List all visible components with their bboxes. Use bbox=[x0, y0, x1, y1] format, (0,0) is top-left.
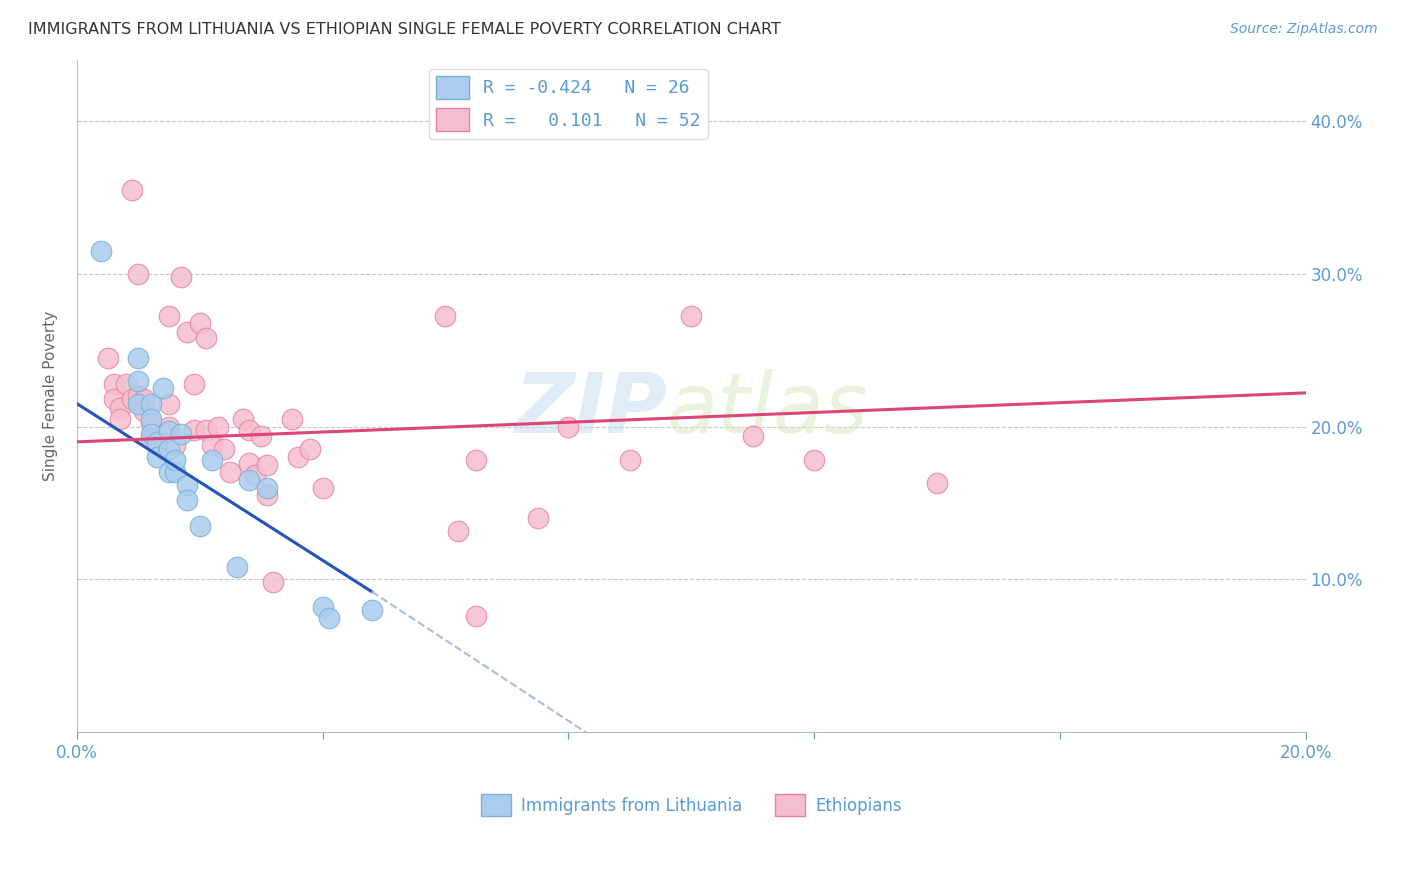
Text: ZIP: ZIP bbox=[515, 369, 666, 450]
Point bbox=[465, 453, 488, 467]
Point bbox=[225, 560, 247, 574]
Point bbox=[97, 351, 120, 365]
Point bbox=[281, 412, 304, 426]
Point bbox=[250, 428, 273, 442]
Point bbox=[165, 438, 187, 452]
Point bbox=[170, 427, 193, 442]
Point bbox=[134, 392, 156, 406]
Point bbox=[176, 492, 198, 507]
Point bbox=[157, 310, 180, 324]
Point bbox=[619, 453, 641, 467]
Point bbox=[157, 396, 180, 410]
Point bbox=[465, 609, 488, 624]
Point bbox=[803, 453, 825, 467]
Point bbox=[121, 392, 143, 406]
Point bbox=[256, 488, 278, 502]
Point bbox=[157, 466, 180, 480]
Point bbox=[256, 481, 278, 495]
Point bbox=[115, 376, 138, 391]
Point bbox=[219, 466, 242, 480]
Point bbox=[526, 511, 548, 525]
Point bbox=[176, 477, 198, 491]
Point bbox=[139, 396, 162, 410]
Point bbox=[127, 267, 149, 281]
Point bbox=[201, 453, 224, 467]
Point bbox=[127, 389, 149, 403]
Point bbox=[557, 419, 579, 434]
Point bbox=[214, 442, 236, 457]
Text: IMMIGRANTS FROM LITHUANIA VS ETHIOPIAN SINGLE FEMALE POVERTY CORRELATION CHART: IMMIGRANTS FROM LITHUANIA VS ETHIOPIAN S… bbox=[28, 22, 780, 37]
Point bbox=[108, 412, 131, 426]
Point bbox=[157, 424, 180, 438]
Point bbox=[287, 450, 309, 464]
Point bbox=[152, 381, 174, 395]
Point bbox=[108, 401, 131, 416]
Point bbox=[127, 374, 149, 388]
Point bbox=[145, 450, 167, 464]
Point bbox=[145, 434, 167, 449]
Point bbox=[139, 432, 162, 446]
Point bbox=[183, 376, 205, 391]
Point bbox=[681, 310, 703, 324]
Point bbox=[299, 442, 322, 457]
Point bbox=[103, 392, 125, 406]
Y-axis label: Single Female Poverty: Single Female Poverty bbox=[44, 310, 58, 481]
Point bbox=[925, 476, 948, 491]
Point bbox=[194, 423, 217, 437]
Point bbox=[434, 310, 457, 324]
Point bbox=[165, 453, 187, 467]
Point bbox=[360, 603, 382, 617]
Point bbox=[127, 396, 149, 410]
Point bbox=[139, 412, 162, 426]
Point bbox=[90, 244, 112, 258]
Point bbox=[318, 610, 340, 624]
Point bbox=[207, 419, 229, 434]
Point bbox=[127, 351, 149, 365]
Point bbox=[121, 183, 143, 197]
Point bbox=[139, 417, 162, 431]
Point bbox=[256, 458, 278, 472]
Point bbox=[201, 438, 224, 452]
Point bbox=[232, 412, 254, 426]
Legend: Immigrants from Lithuania, Ethiopians: Immigrants from Lithuania, Ethiopians bbox=[474, 788, 908, 822]
Point bbox=[741, 428, 763, 442]
Point bbox=[262, 575, 284, 590]
Point bbox=[157, 442, 180, 457]
Point bbox=[188, 519, 211, 533]
Point bbox=[103, 376, 125, 391]
Point bbox=[183, 423, 205, 437]
Point bbox=[176, 325, 198, 339]
Point bbox=[447, 524, 470, 538]
Text: Source: ZipAtlas.com: Source: ZipAtlas.com bbox=[1230, 22, 1378, 37]
Point bbox=[238, 473, 260, 487]
Point bbox=[243, 468, 266, 483]
Point bbox=[139, 427, 162, 442]
Point bbox=[238, 456, 260, 470]
Text: atlas: atlas bbox=[666, 369, 869, 450]
Point bbox=[194, 331, 217, 345]
Point bbox=[165, 466, 187, 480]
Point bbox=[157, 419, 180, 434]
Point bbox=[311, 599, 333, 614]
Point bbox=[170, 269, 193, 284]
Point bbox=[188, 316, 211, 330]
Point bbox=[134, 404, 156, 418]
Point bbox=[311, 481, 333, 495]
Point bbox=[238, 423, 260, 437]
